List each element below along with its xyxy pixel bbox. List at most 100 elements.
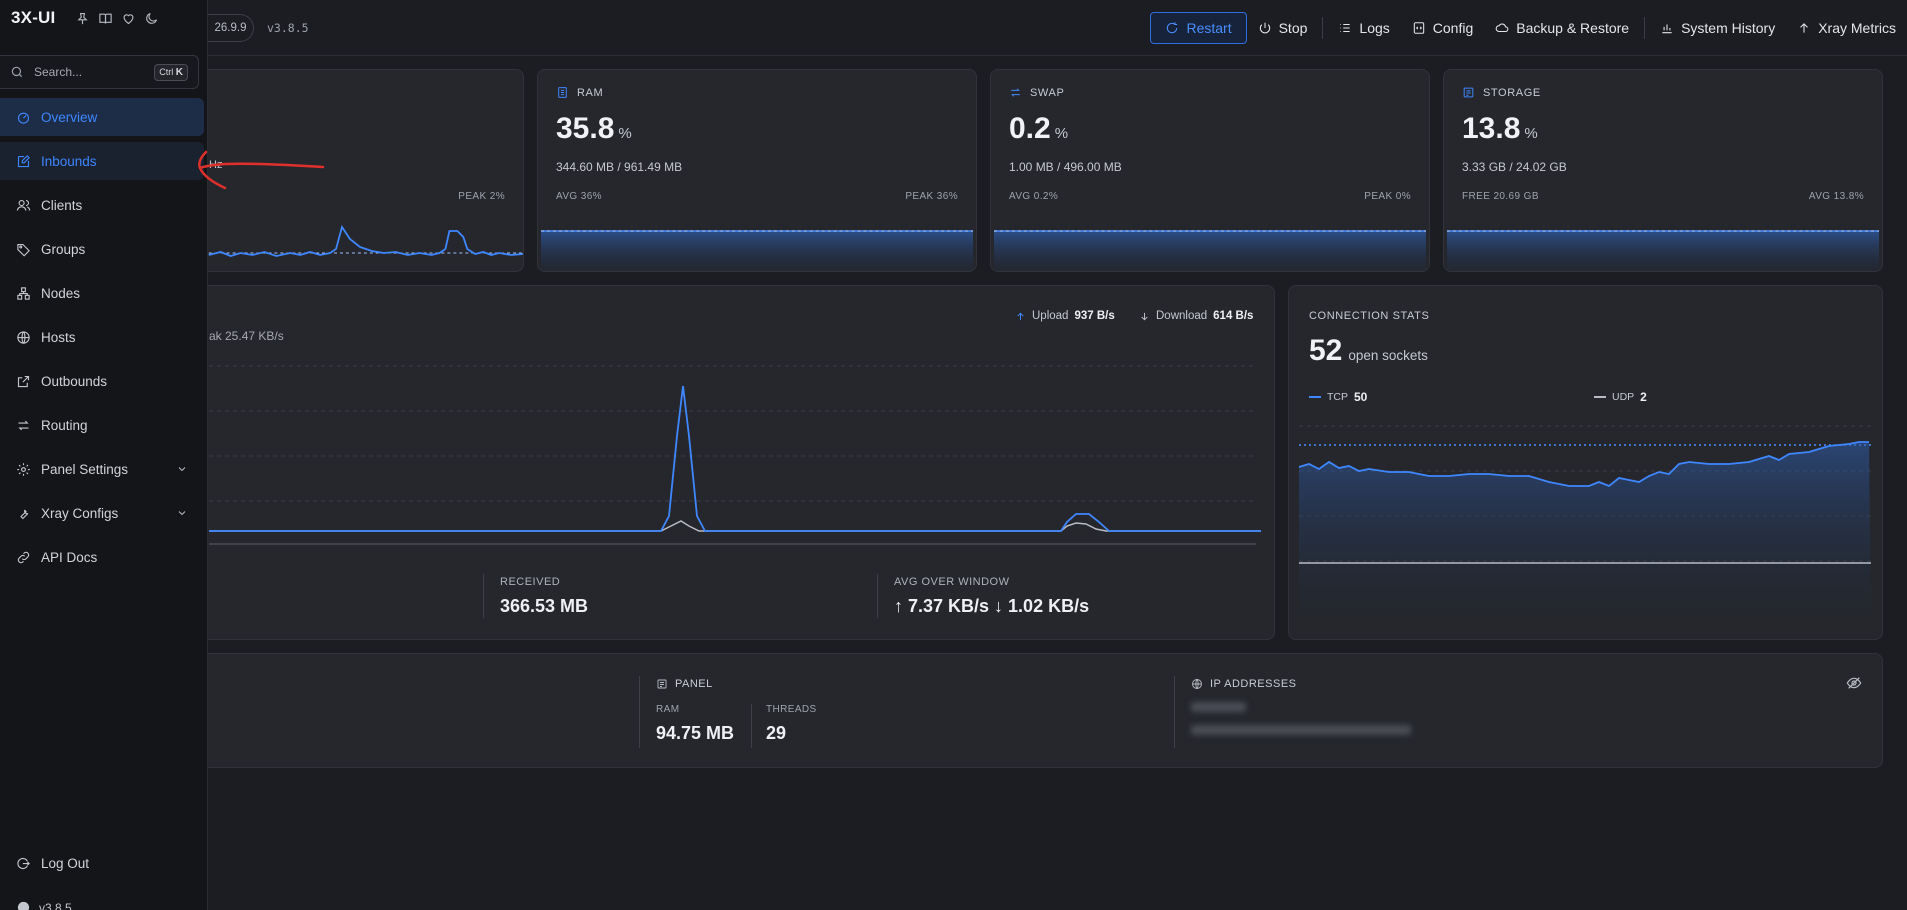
sidebar-item-routing[interactable]: Routing (0, 406, 204, 444)
ram-percent: 35.8% (556, 112, 632, 145)
users-icon (16, 199, 31, 211)
ram-title: RAM (556, 86, 603, 99)
brand-row: 3X-UI (0, 0, 207, 36)
xray-metrics-button[interactable]: Xray Metrics (1786, 12, 1907, 44)
connection-stats-card: CONNECTION STATS 52 open sockets TCP 50 … (1288, 285, 1883, 640)
dashboard-icon (17, 112, 30, 124)
wrench-icon (20, 509, 29, 519)
tcp-legend: TCP 50 (1309, 390, 1367, 404)
system-history-button[interactable]: System History (1649, 12, 1786, 44)
divider (639, 676, 640, 748)
github-icon[interactable] (16, 900, 31, 910)
eye-off-icon[interactable] (1846, 675, 1862, 691)
sidebar-item-label: Groups (41, 241, 86, 257)
footer-version: v3.8.5 (39, 900, 72, 910)
bar-chart-icon (1662, 24, 1672, 34)
restart-button[interactable]: Restart (1150, 12, 1247, 44)
heart-icon[interactable] (121, 11, 136, 26)
storage-sparkline (1446, 230, 1880, 271)
sidebar-item-clients[interactable]: Clients (0, 186, 204, 224)
logout-button[interactable]: Log Out (0, 844, 204, 882)
cpu-unit-fragment: Hz (209, 159, 223, 171)
chevron-down-icon[interactable] (176, 463, 188, 475)
ip-addresses-title: IP ADDRESSES (1191, 678, 1297, 690)
divider (877, 574, 878, 618)
traffic-chart (209, 365, 1261, 545)
cpu-peak: PEAK 2% (458, 191, 505, 202)
chevron-down-icon[interactable] (176, 507, 188, 519)
search-box[interactable]: Ctrl K (0, 55, 199, 89)
config-button[interactable]: Config (1401, 12, 1484, 44)
sidebar-item-outbounds[interactable]: Outbounds (0, 362, 204, 400)
sidebar-item-label: Overview (41, 109, 98, 125)
memory-icon (558, 87, 567, 98)
ipv6-address-redacted (1191, 725, 1411, 735)
moon-icon[interactable] (144, 11, 159, 26)
connection-stats-title: CONNECTION STATS (1309, 310, 1430, 322)
sidebar-item-label: Nodes (41, 285, 81, 301)
sidebar-item-label: Panel Settings (41, 461, 129, 477)
sidebar-item-label: Outbounds (41, 373, 108, 389)
sidebar-item-api-docs[interactable]: API Docs (0, 538, 204, 576)
storage-avg: AVG 13.8% (1808, 191, 1864, 202)
sidebar-item-inbounds[interactable]: Inbounds (0, 142, 204, 180)
swap-card: SWAP 0.2% 1.00 MB / 496.00 MB AVG 0.2% P… (990, 69, 1430, 272)
swap-avg: AVG 0.2% (1009, 191, 1059, 202)
gear-icon (17, 462, 30, 476)
sidebar-item-groups[interactable]: Groups (0, 230, 204, 268)
globe-icon (1192, 679, 1202, 689)
topbar: 26.9.9 v3.8.5 Restart Stop Logs Config B… (208, 0, 1907, 56)
swap-title: SWAP (1009, 86, 1064, 99)
backup-restore-button[interactable]: Backup & Restore (1484, 12, 1640, 44)
panel-ram-stat: RAM 94.75 MB (656, 704, 735, 743)
book-icon[interactable] (98, 11, 113, 26)
search-icon (11, 66, 23, 78)
cloud-icon (1495, 23, 1509, 33)
sidebar-item-label: Xray Configs (41, 505, 119, 521)
cpu-sparkline (161, 224, 523, 257)
pin-icon[interactable] (75, 11, 90, 26)
search-input[interactable] (34, 65, 144, 79)
connections-chart (1298, 425, 1871, 616)
sidebar-item-xray-configs[interactable]: Xray Configs (0, 494, 204, 532)
storage-title: STORAGE (1462, 86, 1541, 99)
upload-legend: Upload 937 B/s (1015, 310, 1115, 322)
arrow-up-icon (1017, 312, 1024, 320)
sidebar-item-hosts[interactable]: Hosts (0, 318, 204, 356)
swap-percent: 0.2% (1009, 112, 1069, 145)
sidebar-nav: Overview Inbounds Clients Groups Nodes H… (0, 98, 204, 582)
logout-icon (17, 857, 30, 869)
swap-detail: 1.00 MB / 496.00 MB (1009, 160, 1122, 174)
received-stat: RECEIVED 366.53 MB (500, 576, 589, 616)
sidebar-item-label: API Docs (41, 549, 98, 565)
avg-window-stat: AVG OVER WINDOW ↑ 7.37 KB/s ↓ 1.02 KB/s (894, 576, 1090, 616)
link-icon (17, 551, 30, 563)
panel-threads-stat: THREADS 29 (766, 704, 817, 743)
swap-icon (18, 420, 29, 430)
logs-button[interactable]: Logs (1327, 12, 1400, 44)
brand-logo: 3X-UI (11, 8, 56, 27)
ipv4-address-redacted (1191, 702, 1246, 712)
sidebar-item-label: Inbounds (41, 153, 97, 169)
traffic-card: ak 25.47 KB/s Upload 937 B/s Download 61… (160, 285, 1275, 640)
download-legend: Download 614 B/s (1139, 310, 1253, 322)
ram-peak: PEAK 36% (905, 191, 958, 202)
sidebar-item-nodes[interactable]: Nodes (0, 274, 204, 312)
swap-icon (1011, 88, 1020, 97)
sidebar-item-overview[interactable]: Overview (0, 98, 204, 136)
refresh-icon (1167, 22, 1178, 34)
stop-button[interactable]: Stop (1247, 12, 1319, 44)
storage-detail: 3.33 GB / 24.02 GB (1462, 160, 1567, 174)
sidebar-item-panel-settings[interactable]: Panel Settings (0, 450, 204, 488)
udp-legend: UDP 2 (1594, 390, 1647, 404)
system-info-card: PANEL RAM 94.75 MB THREADS 29 IP ADDRESS… (160, 653, 1883, 768)
nodes-icon (17, 286, 30, 300)
arrow-down-icon (1141, 312, 1148, 320)
sidebar-item-label: Routing (41, 417, 88, 433)
ram-avg: AVG 36% (556, 191, 602, 202)
sidebar: 3X-UI Ctrl K Overview Inbounds Clients G… (0, 0, 208, 910)
sidebar-footer: v3.8.5 (16, 900, 72, 910)
logout-label: Log Out (41, 855, 90, 871)
ram-card: RAM 35.8% 344.60 MB / 961.49 MB AVG 36% … (537, 69, 977, 272)
external-icon (17, 375, 30, 387)
